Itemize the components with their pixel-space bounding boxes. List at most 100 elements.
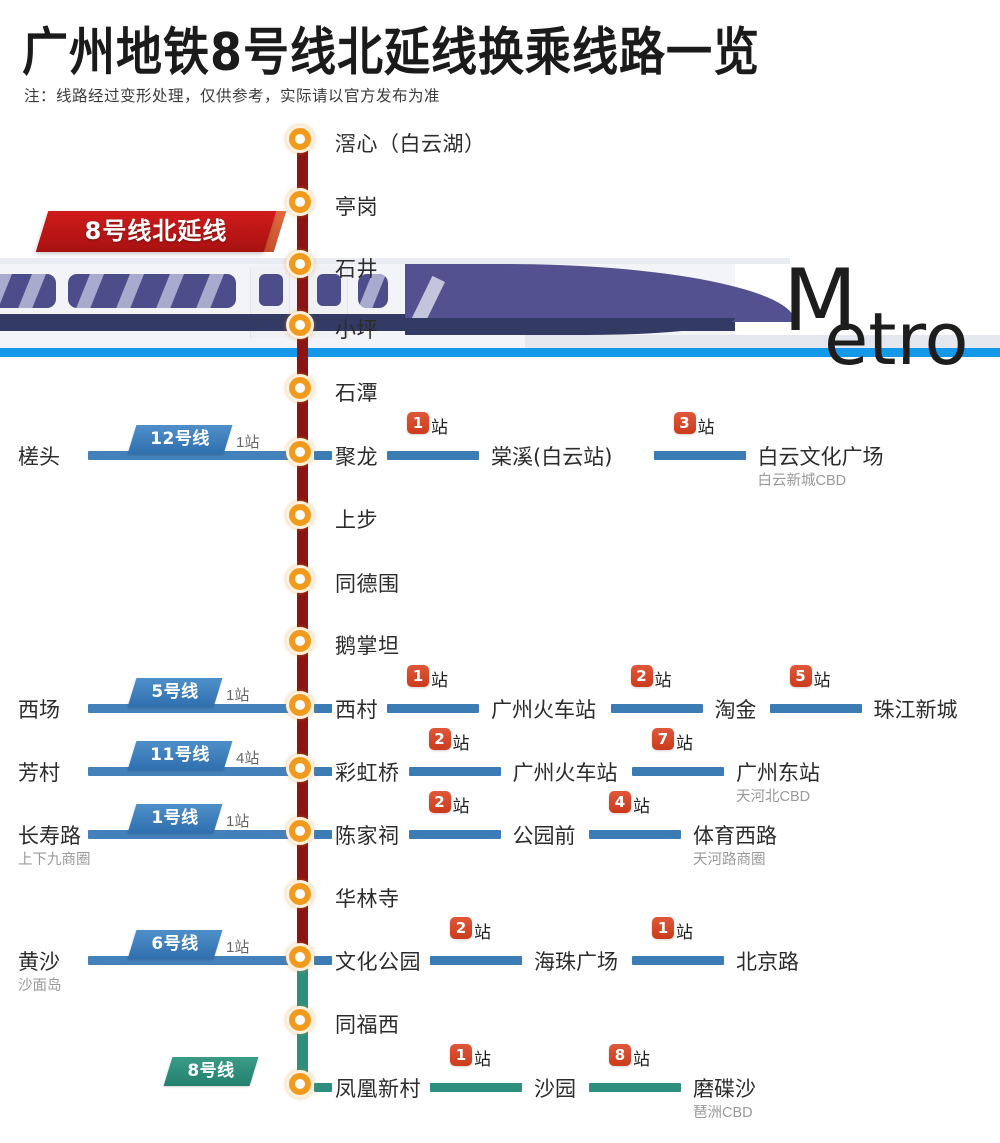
station-label: 聚龙 [335, 445, 378, 469]
hop-connector [387, 451, 479, 460]
station-dot[interactable] [285, 374, 314, 402]
station-dot[interactable] [285, 311, 314, 339]
transfer-target-sublabel: 天河北CBD [736, 789, 811, 805]
hop-count-badge: 1 [407, 665, 429, 687]
hop-count-badge: 2 [428, 791, 451, 813]
station-label: 石井 [335, 257, 378, 281]
hop-count-badge: 2 [630, 665, 653, 687]
line-number-badge[interactable]: 11号线 [127, 741, 233, 770]
line-number-label: 5号线 [151, 682, 199, 702]
transfer-stub-connector [314, 767, 332, 776]
transfer-target-station: 珠江新城 [873, 698, 958, 722]
hop-connector [408, 830, 501, 839]
transfer-target-station: 广州火车站 [512, 761, 618, 785]
line-number-label: 12号线 [150, 429, 210, 449]
page-subtitle: 注：线路经过变形处理，仅供参考，实际请以官方发布为准 [24, 88, 441, 105]
line-number-badge[interactable]: 6号线 [127, 930, 223, 959]
station-dot[interactable] [285, 880, 314, 908]
hop-connector [430, 956, 522, 965]
line-number-badge[interactable]: 1号线 [127, 804, 223, 833]
train-nose [405, 256, 1000, 357]
line-number-label: 1号线 [151, 808, 199, 828]
station-label: 同德围 [335, 572, 400, 596]
hop-connector [632, 767, 724, 776]
station-dot[interactable] [285, 125, 314, 153]
station-dot[interactable] [285, 565, 314, 593]
transfer-target-station: 白云文化广场 [757, 445, 884, 469]
hop-connector [430, 1083, 522, 1092]
metro-logo-text: etro [824, 297, 969, 381]
transfer-target-sublabel: 天河路商圈 [693, 852, 766, 868]
hop-connector [610, 704, 703, 713]
transfer-stub-connector [314, 451, 332, 460]
station-dot[interactable] [285, 188, 314, 216]
transfer-left-station: 黄沙 [18, 950, 60, 974]
transfer-stub-connector [314, 1083, 332, 1092]
hop-count-badge: 3 [673, 412, 696, 434]
transfer-target-station: 体育西路 [693, 824, 777, 848]
station-label: 彩虹桥 [335, 761, 400, 785]
transfer-left-connector [88, 767, 298, 776]
line-number-badge[interactable]: 8号线 [163, 1057, 259, 1086]
transfer-target-station: 棠溪(白云站) [491, 445, 613, 469]
station-label: 陈家祠 [335, 824, 400, 848]
hop-count-unit: 站 [813, 671, 831, 690]
station-dot[interactable] [285, 250, 314, 278]
transfer-left-hop-count: 1站 [226, 813, 250, 830]
station-label: 滘心（白云湖） [335, 132, 486, 156]
train-window [0, 274, 56, 308]
hop-count-unit: 站 [452, 797, 470, 816]
hop-connector [589, 1083, 681, 1092]
hop-connector [769, 704, 862, 713]
transfer-left-connector [88, 830, 298, 839]
line-banner-label: 8号线北延线 [84, 217, 228, 245]
station-dot[interactable] [285, 438, 314, 466]
station-dot[interactable] [285, 754, 314, 782]
transfer-stub-connector [314, 830, 332, 839]
line-number-badge[interactable]: 5号线 [127, 678, 223, 707]
transfer-target-sublabel: 白云新城CBD [757, 473, 847, 489]
transfer-left-hop-count: 1站 [226, 939, 250, 956]
station-dot[interactable] [285, 1070, 314, 1098]
station-label: 华林寺 [335, 887, 400, 911]
transfer-target-station: 淘金 [714, 698, 757, 722]
line-number-label: 8号线 [187, 1061, 235, 1081]
station-dot[interactable] [285, 1006, 314, 1034]
line-number-badge[interactable]: 12号线 [127, 425, 233, 454]
line-banner: 8号线北延线 [35, 211, 277, 252]
hop-connector [653, 451, 746, 460]
hop-count-badge: 4 [609, 791, 631, 813]
metro-logo-m: M [783, 251, 858, 351]
transfer-left-hop-count: 1站 [236, 434, 260, 451]
station-label: 小坪 [335, 318, 378, 342]
transfer-target-station: 广州火车站 [491, 698, 596, 722]
station-dot[interactable] [285, 627, 314, 655]
station-label: 鹅掌坦 [335, 634, 400, 658]
station-label: 西村 [335, 698, 378, 722]
train-blue-stripe [0, 348, 1000, 357]
train-roof [0, 258, 790, 264]
hop-connector [589, 830, 681, 839]
station-dot[interactable] [285, 691, 314, 719]
transfer-left-connector [88, 704, 298, 713]
hop-count-unit: 站 [452, 734, 470, 753]
station-dot[interactable] [285, 817, 314, 845]
hop-count-badge: 1 [450, 1044, 472, 1066]
transfer-target-station: 公园前 [512, 824, 576, 848]
transfer-left-station: 芳村 [18, 761, 60, 785]
hop-count-unit: 站 [431, 671, 448, 690]
station-label: 凤凰新村 [335, 1077, 421, 1101]
hop-count-badge: 2 [428, 728, 451, 750]
hop-count-unit: 站 [474, 1050, 491, 1069]
transfer-left-station: 槎头 [18, 445, 60, 469]
station-dot[interactable] [285, 501, 314, 529]
line-number-label: 11号线 [150, 745, 210, 765]
station-label: 同福西 [335, 1013, 400, 1037]
hop-count-badge: 2 [450, 917, 472, 939]
transfer-target-station: 北京路 [736, 950, 799, 974]
station-label: 文化公园 [335, 950, 421, 974]
train-window [358, 274, 388, 308]
hop-count-unit: 站 [697, 418, 715, 437]
station-dot[interactable] [285, 943, 314, 971]
